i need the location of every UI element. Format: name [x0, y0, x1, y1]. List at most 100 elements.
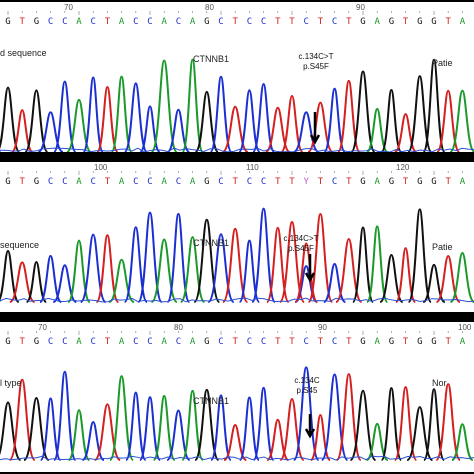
base-call-letter: A [190, 177, 196, 187]
trace-peak-c [39, 254, 63, 303]
trace-peak-g [194, 388, 220, 461]
base-call-letter: G [5, 17, 10, 27]
trace-peak-t [307, 213, 334, 303]
trace-peak-t [435, 383, 462, 461]
base-call-letter: C [332, 337, 337, 347]
mutation-cdna: c.134C [294, 376, 320, 385]
base-call-letter: A [119, 177, 125, 187]
base-call-letter: T [346, 177, 352, 187]
panel-label: l type [0, 378, 22, 388]
base-call-letter: G [34, 177, 39, 187]
base-call-letter: A [460, 177, 466, 187]
trace-peak-g [407, 208, 433, 303]
sample-label: Patie [432, 242, 453, 252]
trace-peak-t [280, 94, 304, 152]
trace-peak-a [181, 389, 204, 461]
base-call-letter: Y [303, 177, 309, 187]
trace-peak-t [95, 234, 120, 303]
base-call-letter: C [303, 337, 308, 347]
trace-peak-t [96, 86, 119, 152]
mutation-arrow-icon [309, 112, 321, 145]
base-call-letter: G [417, 337, 422, 347]
base-call-letter: G [204, 17, 209, 27]
baseline-noise [0, 147, 474, 152]
base-call-letter: G [417, 177, 422, 187]
base-call-letter: T [105, 337, 111, 347]
trace-peak-t [393, 386, 418, 461]
mutation-protein: p.S45F [303, 62, 329, 71]
base-call-letter: C [147, 177, 152, 187]
base-call-letter: C [218, 337, 223, 347]
base-call-letter: T [289, 17, 295, 27]
trace-peak-t [278, 220, 306, 303]
base-call-letter: T [445, 17, 451, 27]
base-call-letter: G [204, 337, 209, 347]
base-call-letter: C [48, 337, 53, 347]
trace-peak-a [67, 239, 91, 303]
base-call-letter: C [247, 337, 252, 347]
base-call-letter: C [62, 17, 67, 27]
trace-peak-g [422, 388, 446, 461]
trace-peak-c [252, 386, 275, 461]
base-call-letter: T [403, 337, 409, 347]
base-call-letter: G [431, 177, 436, 187]
base-call-letter: G [360, 337, 365, 347]
trace-peak-c [123, 226, 148, 303]
trace-peak-c [53, 370, 77, 461]
trace-peak-c [238, 396, 260, 461]
trace-peak-c [138, 396, 162, 461]
base-call-letter: C [261, 17, 266, 27]
base-call-letter: G [431, 337, 436, 347]
trace-peak-c [166, 212, 191, 303]
base-call-letter: C [62, 177, 67, 187]
sample-label: Patie [432, 58, 453, 68]
mutation-cdna: c.134C>T [283, 234, 319, 243]
trace-peak-c [251, 83, 276, 152]
base-call-letter: C [176, 337, 181, 347]
trace-peak-c [52, 80, 77, 152]
trace-peak-c [82, 76, 105, 152]
base-call-letter: T [346, 17, 352, 27]
base-call-letter: G [360, 17, 365, 27]
base-call-letter: C [90, 177, 95, 187]
base-call-letter: G [389, 17, 394, 27]
base-call-letter: A [161, 337, 167, 347]
trace-peak-c [251, 207, 276, 303]
ruler-number: 80 [205, 3, 214, 12]
base-call-letter: A [374, 337, 380, 347]
base-call-letter: C [332, 177, 337, 187]
base-call-letter: C [218, 177, 223, 187]
base-call-letter: T [318, 337, 324, 347]
trace-peak-g [379, 253, 404, 303]
base-call-letter: C [133, 177, 138, 187]
trace-peak-a [109, 375, 135, 461]
base-call-letter: T [232, 17, 238, 27]
gene-label: CTNNB1 [193, 396, 230, 406]
trace-peak-g [351, 226, 375, 303]
base-call-letter: A [161, 17, 167, 27]
trace-peak-a [449, 252, 474, 303]
mutation-protein: p.S45F [288, 244, 314, 253]
trace-peak-t [394, 247, 417, 303]
trace-peak-c [210, 394, 232, 461]
ruler-number: 80 [174, 323, 183, 332]
ruler-number: 70 [64, 3, 73, 12]
base-call-letter: G [5, 337, 10, 347]
base-call-letter: G [417, 17, 422, 27]
trace-peak-c [209, 75, 233, 152]
trace-peak-a [451, 423, 474, 461]
base-call-letter: C [48, 17, 53, 27]
base-call-letter: C [176, 17, 181, 27]
trace-peak-g [350, 70, 376, 152]
mutation-annotation: c.134C>T p.S45F [276, 234, 326, 254]
base-call-letter: C [247, 177, 252, 187]
ruler-number: 90 [356, 3, 365, 12]
mutation-annotation: c.134C>T p.S45F [291, 52, 341, 72]
base-call-letter: T [275, 17, 281, 27]
trace-peak-g [407, 75, 433, 152]
base-call-letter: G [431, 17, 436, 27]
